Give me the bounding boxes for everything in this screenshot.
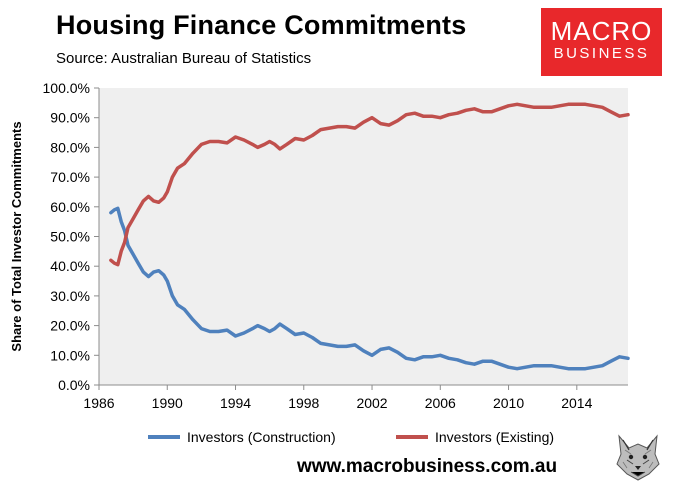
y-tick-label: 60.0% (50, 199, 90, 215)
chart-source: Source: Australian Bureau of Statistics (56, 50, 312, 67)
y-tick-label: 0.0% (58, 377, 90, 393)
series-line-existing (109, 102, 630, 267)
x-tick-label: 2010 (493, 395, 524, 411)
logo-line-1: MACRO (550, 16, 653, 46)
y-tick-label: 50.0% (50, 229, 90, 245)
y-tick-label: 100.0% (43, 80, 90, 96)
series-line-construction (109, 206, 630, 371)
y-tick-label: 80.0% (50, 139, 90, 155)
plot-area (99, 88, 628, 385)
x-tick-label: 1986 (83, 395, 114, 411)
y-axis-label: Share of Total Investor Commitments (9, 121, 24, 351)
x-tick-label: 2002 (356, 395, 387, 411)
footer-url: www.macrobusiness.com.au (297, 456, 558, 477)
x-tick-label: 2014 (561, 395, 592, 411)
x-tick-label: 1990 (152, 395, 183, 411)
wolf-logo-icon (613, 430, 663, 482)
y-tick-label: 90.0% (50, 110, 90, 126)
y-tick-label: 20.0% (50, 318, 90, 334)
legend-label: Investors (Existing) (435, 429, 554, 445)
chart-title: Housing Finance Commitments (56, 10, 467, 40)
x-tick-label: 2006 (425, 395, 456, 411)
macrobusiness-logo: MACRO BUSINESS (541, 8, 662, 76)
y-tick-label: 30.0% (50, 288, 90, 304)
y-tick-label: 70.0% (50, 169, 90, 185)
legend-label: Investors (Construction) (187, 429, 336, 445)
y-tick-label: 10.0% (50, 347, 90, 363)
y-tick-label: 40.0% (50, 258, 90, 274)
x-tick-label: 1994 (220, 395, 251, 411)
x-tick-label: 1998 (288, 395, 319, 411)
logo-line-2: BUSINESS (553, 45, 650, 62)
